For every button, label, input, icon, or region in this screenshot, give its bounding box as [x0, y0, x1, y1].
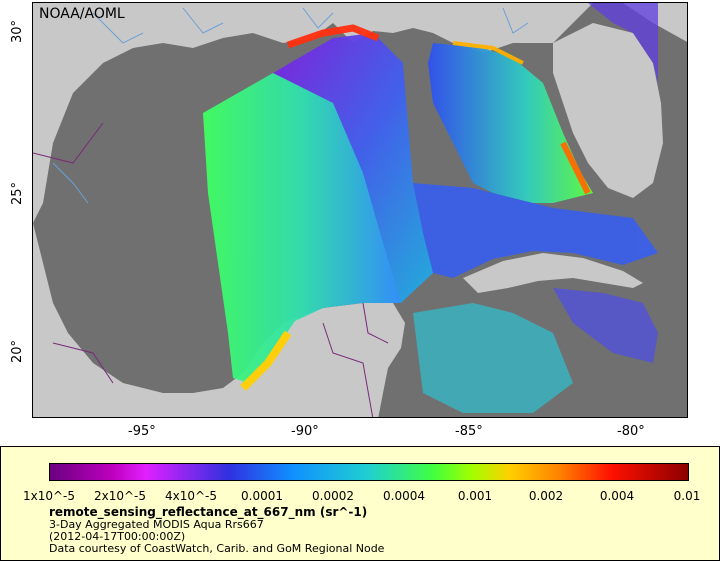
y-tick-label: 20° — [10, 339, 26, 364]
swath-caribbean — [553, 288, 658, 363]
data-swath-group — [203, 3, 658, 413]
swath-southern — [413, 183, 658, 278]
coastal-high-louisiana — [286, 24, 380, 49]
x-tick-label: -80° — [617, 424, 645, 439]
legend-title: remote_sensing_reflectance_at_667_nm (sr… — [49, 505, 368, 519]
swath-florida-shelf — [428, 43, 593, 203]
swath-atlantic — [588, 3, 658, 83]
coastal-high-florida — [560, 141, 591, 195]
colorbar-tick: 4x10^-5 — [164, 489, 218, 503]
land-cuba — [463, 253, 643, 293]
map-panel: NOAA/AOML — [32, 2, 688, 418]
border-yucatan-states — [362, 302, 389, 344]
river-1 — [92, 12, 144, 44]
swath-yucatan-channel — [413, 303, 573, 413]
legend-line-3: Data courtesy of CoastWatch, Carib. and … — [49, 542, 385, 555]
border-us-mexico — [33, 122, 104, 164]
y-tick-label: 30° — [10, 19, 26, 44]
colorbar-tick: 0.0001 — [241, 489, 283, 503]
colorbar-tick: 0.0002 — [312, 489, 354, 503]
x-tick-label: -85° — [455, 424, 483, 439]
border-mexico-guatemala — [322, 322, 374, 417]
y-tick-label: 25° — [10, 181, 26, 206]
river-5 — [52, 162, 89, 204]
legend-panel: 1x10^-5 2x10^-5 4x10^-5 0.0001 0.0002 0.… — [0, 446, 720, 561]
river-2 — [182, 7, 224, 34]
swath-central — [273, 33, 433, 303]
x-tick-label: -95° — [128, 424, 156, 439]
river-3 — [302, 7, 334, 29]
colorbar-tick: 0.002 — [528, 489, 564, 503]
land-mexico — [33, 223, 405, 417]
colorbar-tick: 0.001 — [457, 489, 493, 503]
colorbar — [49, 463, 689, 481]
colorbar-tick: 2x10^-5 — [93, 489, 147, 503]
legend-line-1: 3-Day Aggregated MODIS Aqua Rrs667 — [49, 518, 264, 531]
legend-line-2: (2012-04-17T00:00:00Z) — [49, 530, 186, 543]
map-canvas — [33, 3, 687, 417]
rivers — [52, 7, 529, 204]
coastal-high-panhandle — [452, 41, 524, 65]
river-4 — [502, 7, 529, 34]
colorbar-tick: 0.004 — [599, 489, 635, 503]
colorbar-tick: 0.01 — [673, 489, 701, 503]
land-us-gulf-coast — [33, 3, 687, 223]
colorbar-tick: 0.0004 — [383, 489, 425, 503]
credit-label: NOAA/AOML — [39, 6, 125, 22]
borders — [33, 122, 389, 417]
x-tick-label: -90° — [291, 424, 319, 439]
coastal-high-campeche — [240, 330, 292, 391]
land-florida — [553, 23, 663, 198]
border-mexico-states — [52, 342, 114, 384]
colorbar-tick: 1x10^-5 — [22, 489, 76, 503]
